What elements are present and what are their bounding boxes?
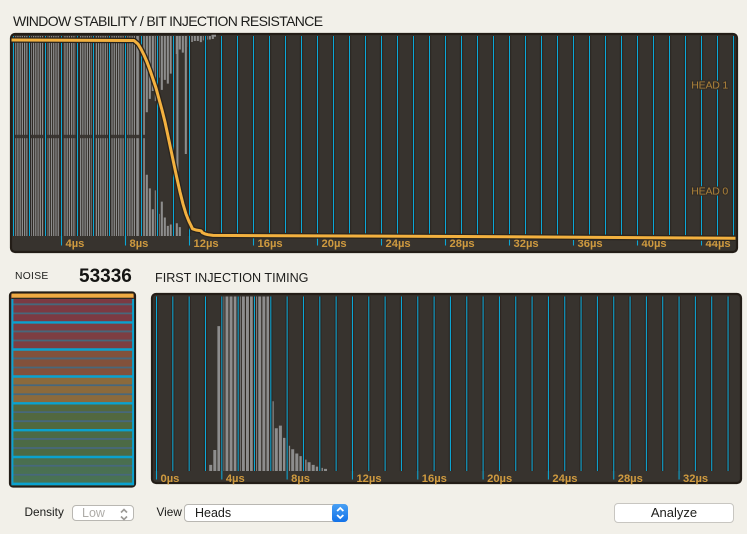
svg-text:44µs: 44µs — [706, 238, 731, 250]
svg-text:HEAD 1: HEAD 1 — [691, 80, 728, 92]
svg-text:4µs: 4µs — [66, 238, 85, 250]
svg-text:28µs: 28µs — [618, 473, 643, 485]
svg-text:20µs: 20µs — [487, 473, 512, 485]
svg-text:0µs: 0µs — [161, 473, 180, 485]
svg-text:32µs: 32µs — [514, 238, 539, 250]
svg-text:36µs: 36µs — [578, 238, 603, 250]
svg-text:16µs: 16µs — [422, 473, 447, 485]
svg-text:8µs: 8µs — [291, 473, 310, 485]
svg-text:12µs: 12µs — [194, 238, 219, 250]
svg-text:24µs: 24µs — [386, 238, 411, 250]
svg-text:32µs: 32µs — [683, 473, 708, 485]
svg-text:16µs: 16µs — [258, 238, 283, 250]
svg-text:HEAD 0: HEAD 0 — [691, 186, 728, 198]
svg-text:40µs: 40µs — [642, 238, 667, 250]
svg-text:12µs: 12µs — [356, 473, 381, 485]
svg-text:4µs: 4µs — [226, 473, 245, 485]
svg-text:28µs: 28µs — [450, 238, 475, 250]
svg-text:8µs: 8µs — [130, 238, 149, 250]
svg-text:20µs: 20µs — [322, 238, 347, 250]
svg-text:24µs: 24µs — [552, 473, 577, 485]
